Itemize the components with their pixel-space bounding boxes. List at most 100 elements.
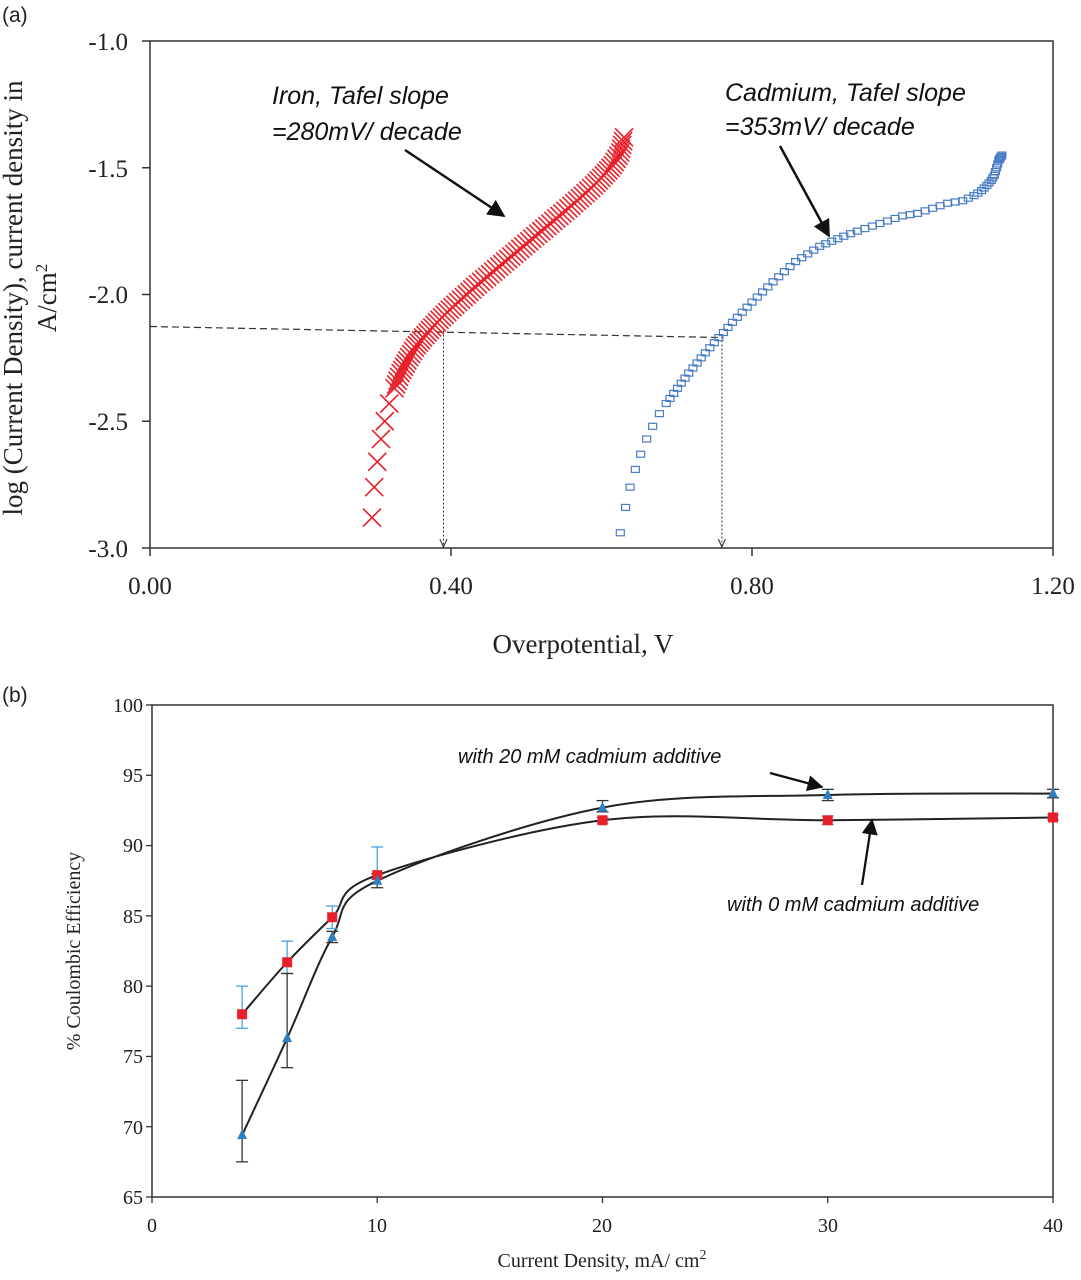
cd20-data-point [327, 930, 338, 941]
iron-data-point [611, 139, 631, 159]
panel-b-y-tick-label: 90 [123, 835, 143, 857]
cadmium-data-point [625, 483, 635, 491]
cadmium-data-point [943, 199, 953, 207]
iron-data-point [392, 360, 412, 380]
panel-a-iron-series [362, 127, 634, 528]
cadmium-data-point [737, 308, 747, 316]
cadmium-data-point [785, 263, 795, 271]
panel-b-fit-lines [241, 792, 1054, 1136]
panel-b-x-axis-title: Current Density, mA/ cm2 [497, 1248, 706, 1272]
iron-data-point [603, 155, 623, 175]
panel-b-x-tick-label: 30 [818, 1215, 838, 1237]
iron-data-point [608, 146, 628, 166]
panel-a-y-axis-title-line2: A/cm2 [32, 264, 62, 333]
panel-b-y-axis-title: % Coulombic Efficiency [63, 852, 85, 1050]
iron-data-point [613, 131, 633, 151]
cd20-data-point [237, 1129, 248, 1140]
iron-data-point [379, 393, 399, 414]
cadmium-data-point [791, 257, 801, 266]
cadmium-data-point [950, 198, 960, 206]
cadmium-data-point [890, 214, 900, 223]
panel-a-x-axis-title: Overpotential, V [493, 629, 674, 659]
cadmium-data-point [809, 246, 819, 254]
cadmium-data-point [875, 219, 885, 228]
panel-b-markers [237, 787, 1058, 1140]
cadmium-data-point [803, 250, 813, 258]
cadmium-data-point [727, 318, 738, 326]
cadmium-data-point [630, 465, 640, 474]
cadmium-data-point [797, 254, 807, 262]
iron-data-point [391, 363, 411, 383]
cadmium-data-point [742, 303, 752, 311]
cd20-fit-line [241, 792, 1054, 1136]
cd20-annotation-arrow [769, 771, 824, 792]
panel-a-y-tick-label: -2.5 [88, 409, 128, 436]
panel-b-y-tick-label: 65 [123, 1187, 143, 1209]
cd20-data-point [1048, 787, 1058, 798]
panel-a-y-ticks: -1.0 -1.5 -2.0 -2.5 -3.0 [88, 29, 150, 563]
iron-data-point [403, 341, 423, 361]
cadmium-data-point [774, 273, 784, 281]
iron-data-point [384, 378, 405, 398]
cadmium-data-point [615, 529, 625, 537]
cadmium-data-point [905, 211, 915, 219]
panel-b-x-ticks: 0 10 20 30 40 [147, 1197, 1063, 1237]
cadmium-data-point [642, 435, 652, 443]
panel-b-x-tick-label: 0 [147, 1215, 157, 1237]
iron-data-point [386, 374, 406, 395]
cadmium-data-point [912, 209, 923, 217]
panel-a-x-tick-label: 0.40 [429, 573, 473, 600]
panel-b-error-bars [236, 788, 1059, 1163]
panel-a-y-tick-label: -3.0 [88, 536, 128, 563]
cadmium-data-point [648, 422, 658, 430]
panel-b-x-axis-title-text: Current Density, mA/ cm [497, 1250, 699, 1272]
cadmium-data-point [636, 450, 646, 458]
cd0-data-point [327, 912, 338, 923]
panel-b-y-tick-label: 80 [123, 976, 143, 998]
cadmium-annotation-line2: =353mV/ decade [725, 113, 915, 141]
iron-data-point [610, 142, 630, 163]
cadmium-data-point [763, 283, 773, 291]
cadmium-data-point [927, 204, 938, 212]
cadmium-data-point [989, 171, 999, 179]
panel-b-label: (b) [2, 684, 28, 707]
cadmium-data-point [897, 212, 908, 220]
panel-a-y-axis-title-sup: 2 [32, 264, 51, 273]
cadmium-data-point [920, 207, 930, 215]
panel-a-x-tick-label: 1.20 [1031, 573, 1075, 600]
panel-b-y-tick-label: 75 [123, 1046, 143, 1068]
iron-data-point [399, 347, 419, 367]
iron-annotation-arrow [404, 148, 506, 218]
iron-data-point [364, 477, 384, 497]
panel-a-reference-lines [149, 325, 722, 547]
cadmium-data-point [935, 202, 945, 210]
cadmium-data-point [997, 151, 1007, 159]
cd20-annotation-text: with 20 mM cadmium additive [458, 746, 721, 768]
iron-data-point [396, 354, 416, 374]
cd20-data-point [372, 874, 383, 885]
panel-a-y-tick-label: -2.0 [88, 282, 128, 309]
cadmium-data-point [768, 278, 778, 286]
cadmium-data-point [860, 224, 870, 233]
iron-data-point [371, 429, 391, 449]
iron-data-point [397, 350, 417, 370]
panel-b-y-tick-label: 70 [123, 1117, 143, 1139]
panel-b-cd20-annotation: with 20 mM cadmium additive [458, 746, 824, 792]
cadmium-data-point [882, 217, 893, 225]
cd20-data-point [822, 788, 833, 799]
panel-b-x-tick-label: 10 [367, 1215, 387, 1237]
panel-b-y-ticks: 100 95 90 85 80 75 70 65 [113, 695, 152, 1209]
iron-data-point [375, 411, 395, 431]
panel-a-cadmium-annotation: Cadmium, Tafel slope =353mV/ decade [725, 79, 966, 238]
cadmium-annotation-line1: Cadmium, Tafel slope [725, 79, 966, 107]
panel-a-x-tick-label: 0.00 [128, 573, 172, 600]
panel-b-cd0-annotation: with 0 mM cadmium additive [727, 818, 979, 916]
cadmium-data-point [867, 222, 878, 230]
cadmium-data-point [752, 293, 762, 301]
cd20-error-bar [281, 972, 294, 1069]
cd0-data-point [282, 957, 293, 968]
cadmium-data-point [620, 503, 631, 512]
cd20-error-bar [236, 1079, 249, 1163]
panel-a-x-ticks: 0.00 0.40 0.80 1.20 [128, 548, 1075, 600]
